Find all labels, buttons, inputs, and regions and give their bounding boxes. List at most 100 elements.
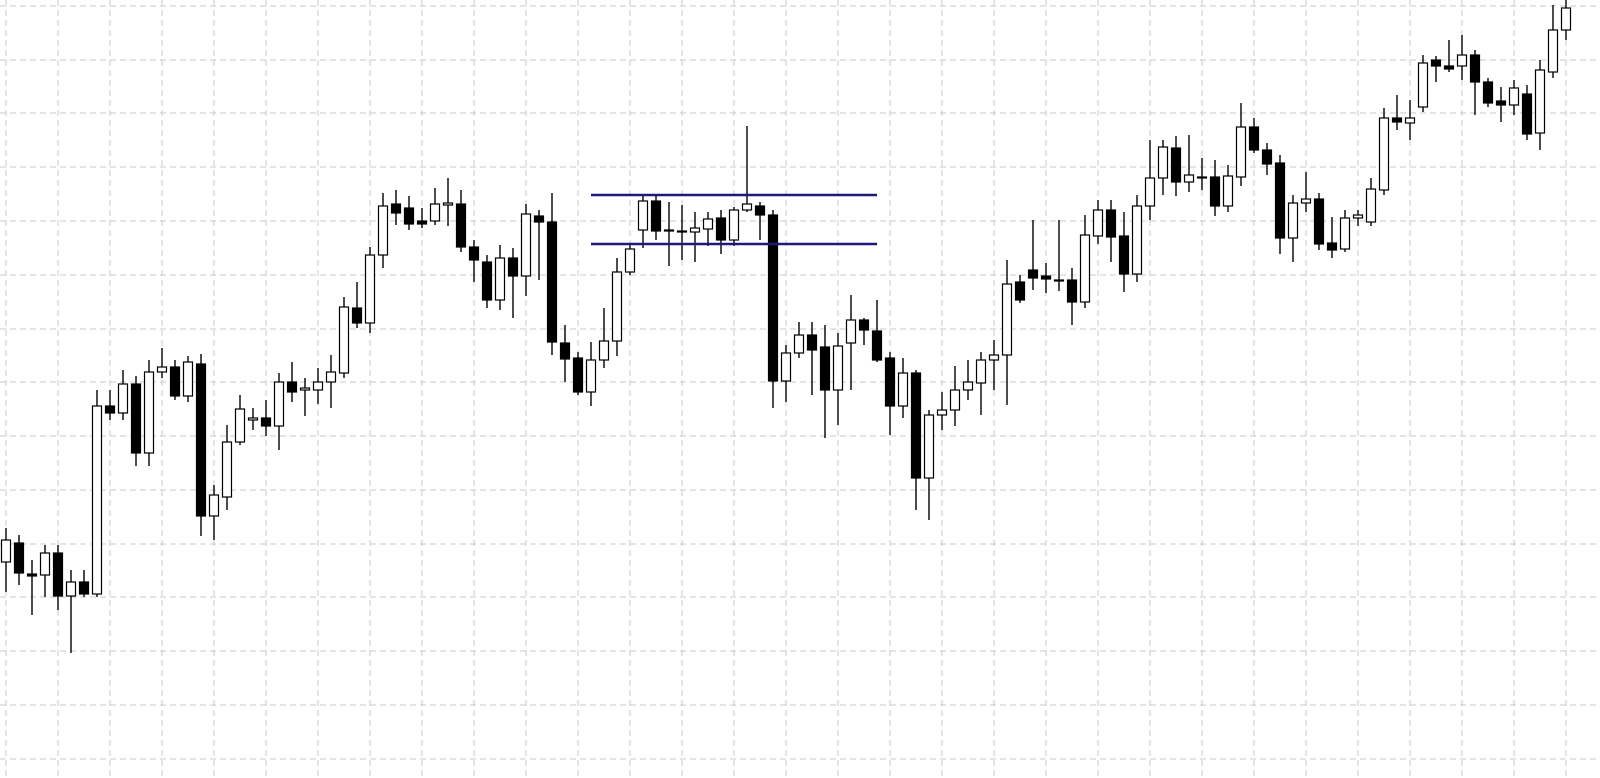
candle-body xyxy=(1027,269,1039,279)
candle-body xyxy=(910,372,922,479)
candle-body xyxy=(39,552,51,576)
candle-body xyxy=(455,203,467,248)
candle-body xyxy=(0,539,12,563)
candle-body xyxy=(494,257,506,301)
candle-body xyxy=(78,581,90,595)
candle-body xyxy=(546,221,558,343)
candle-body xyxy=(234,408,246,443)
candle-body xyxy=(923,414,935,479)
candle-body xyxy=(26,573,38,577)
candle-body xyxy=(663,229,675,232)
candle-body xyxy=(364,254,376,324)
candle-body xyxy=(650,200,662,232)
candle-body xyxy=(1092,209,1104,237)
candle-body xyxy=(1534,69,1546,134)
candle-body xyxy=(1235,126,1247,178)
candle-body xyxy=(962,381,974,391)
candle-body xyxy=(390,203,402,214)
candle-body xyxy=(884,357,896,407)
candle-body xyxy=(572,357,584,393)
candle-body xyxy=(169,366,181,397)
candle-body xyxy=(1313,198,1325,245)
candle-body xyxy=(13,542,25,574)
candle-body xyxy=(858,319,870,331)
candle-body xyxy=(1443,65,1455,70)
candle-body xyxy=(1378,117,1390,191)
candle-body xyxy=(715,217,727,241)
candle-body xyxy=(533,215,545,223)
candle-body xyxy=(338,306,350,374)
candle-body xyxy=(481,261,493,301)
candle-body xyxy=(988,354,1000,361)
candle-body xyxy=(819,346,831,391)
candle-body xyxy=(1222,175,1234,207)
candle-body xyxy=(1183,174,1195,183)
candle-body xyxy=(1417,62,1429,108)
candle-body xyxy=(104,405,116,414)
candle-body xyxy=(1339,217,1351,250)
candle-body xyxy=(754,205,766,216)
candle-body xyxy=(1157,146,1169,179)
candle-body xyxy=(325,371,337,383)
candle-body xyxy=(65,581,77,597)
candle-body xyxy=(702,218,714,230)
candle-body xyxy=(182,361,194,397)
candle-body xyxy=(1365,188,1377,223)
candle-body xyxy=(1352,214,1364,219)
candle-body xyxy=(1300,198,1312,204)
candle-body xyxy=(91,405,103,595)
candle-body xyxy=(780,352,792,382)
candle-body xyxy=(1040,275,1052,280)
candle-body xyxy=(1118,235,1130,275)
candle-body xyxy=(676,230,688,233)
candle-body xyxy=(1469,54,1481,83)
candle-body xyxy=(1209,176,1221,207)
candle-body xyxy=(1456,54,1468,67)
candle-body xyxy=(195,363,207,517)
candle-body xyxy=(273,381,285,427)
candle-body xyxy=(1066,279,1078,303)
candle-body xyxy=(1261,149,1273,165)
candle-body xyxy=(1287,202,1299,239)
candle-body xyxy=(299,387,311,391)
candle-body xyxy=(585,359,597,393)
candle-body xyxy=(1326,242,1338,251)
candle-body xyxy=(1521,93,1533,135)
candle-body xyxy=(689,227,701,233)
candle-body xyxy=(377,205,389,256)
candle-body xyxy=(1014,281,1026,301)
candle-body xyxy=(1105,209,1117,238)
candle-body xyxy=(871,330,883,361)
candle-body xyxy=(845,319,857,344)
candle-body xyxy=(1482,81,1494,104)
candle-body xyxy=(312,381,324,391)
candle-body xyxy=(117,383,129,414)
candle-body xyxy=(598,340,610,361)
candle-body xyxy=(949,389,961,411)
candle-body xyxy=(286,381,298,393)
candle-body xyxy=(1391,117,1403,123)
candle-body xyxy=(468,246,480,261)
candle-body xyxy=(741,203,753,211)
candle-body xyxy=(1170,147,1182,183)
candle-body xyxy=(975,359,987,384)
candle-body xyxy=(156,366,168,373)
candle-body xyxy=(247,417,259,421)
candle-body xyxy=(1196,176,1208,179)
candle-body xyxy=(1274,162,1286,239)
candle-body xyxy=(637,200,649,231)
candle-body xyxy=(507,257,519,277)
candle-body xyxy=(520,213,532,277)
candle-body xyxy=(1001,283,1013,356)
candle-body xyxy=(1495,100,1507,106)
candle-body xyxy=(143,371,155,454)
candle-body xyxy=(208,494,220,517)
candle-body xyxy=(611,271,623,342)
candle-body xyxy=(351,307,363,324)
candle-body xyxy=(1547,29,1559,73)
candle-body xyxy=(624,248,636,273)
candle-body xyxy=(1430,59,1442,67)
candle-body xyxy=(403,207,415,225)
